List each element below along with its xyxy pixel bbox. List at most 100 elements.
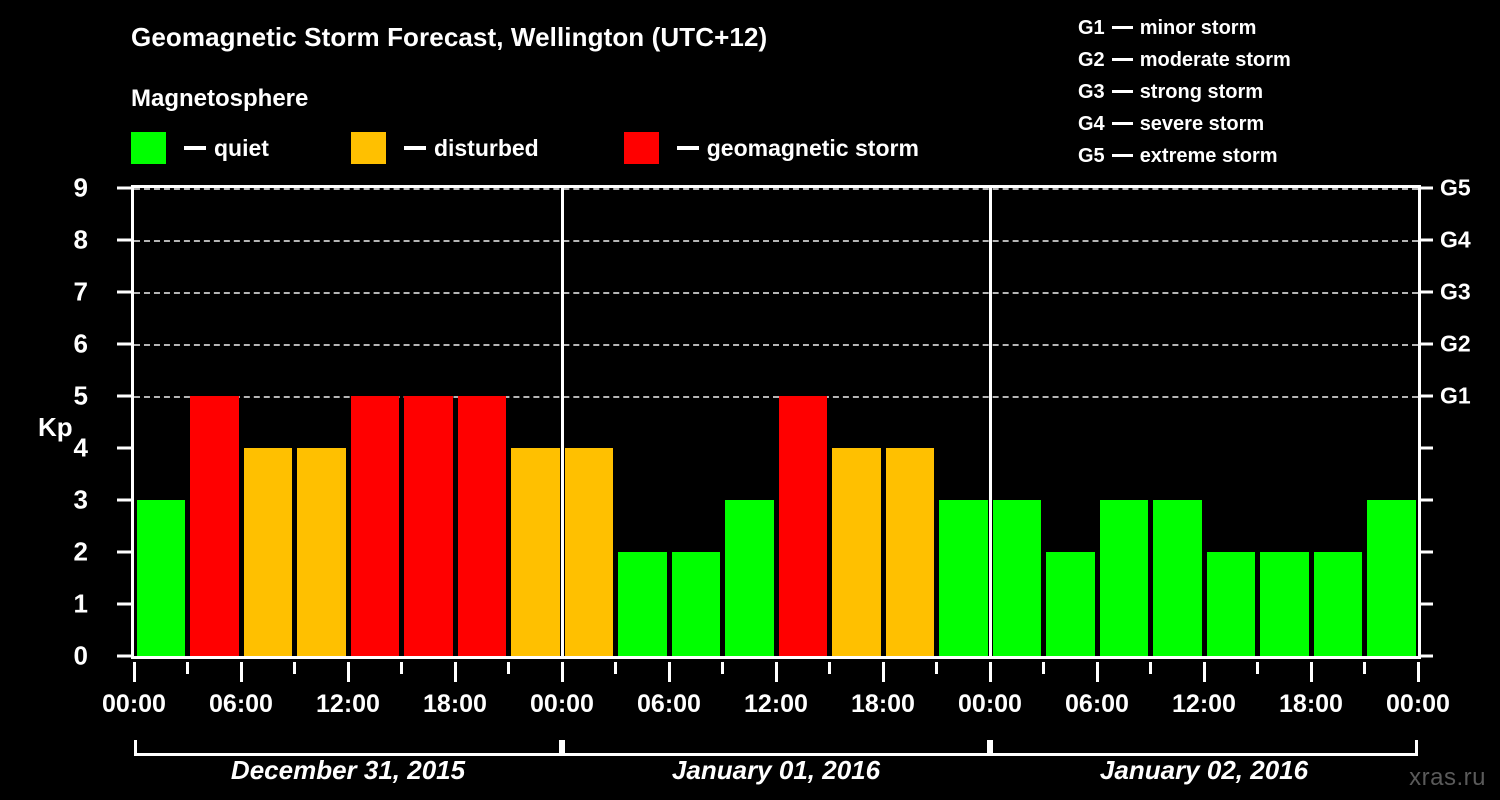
- day-bracket: [990, 740, 1418, 756]
- x-tick-mark-33h: [721, 662, 724, 674]
- x-tick-mark-54h: [1095, 662, 1099, 682]
- legend-label-disturbed: disturbed: [433, 134, 539, 161]
- y-tick-label-1: 1: [73, 588, 88, 619]
- y-tick-mark-6: [117, 342, 131, 346]
- bar: [457, 396, 506, 656]
- x-tick-mark-0h: [132, 662, 136, 682]
- bar: [618, 552, 667, 656]
- right-tick-mark-2: [1421, 550, 1433, 554]
- x-tick-label: 12:00: [316, 690, 380, 718]
- day-divider: [560, 188, 564, 656]
- right-tick-mark-6: [1421, 342, 1433, 346]
- right-axis-label-g2: G2: [1440, 330, 1471, 357]
- bar: [885, 448, 934, 656]
- x-tick-mark-69h: [1363, 662, 1366, 674]
- bar: [939, 500, 988, 656]
- legend-entry-quiet: quiet: [131, 132, 269, 164]
- x-tick-mark-63h: [1256, 662, 1259, 674]
- bar: [1153, 500, 1202, 656]
- gridline-kp-8: [134, 240, 1418, 242]
- y-tick-mark-7: [117, 290, 131, 294]
- chart-plot-inner: [134, 188, 1418, 656]
- x-tick-mark-27h: [614, 662, 617, 674]
- legend-entry-disturbed: disturbed: [350, 132, 539, 164]
- right-tick-mark-0: [1421, 654, 1433, 658]
- y-tick-mark-5: [117, 394, 131, 398]
- x-tick-mark-66h: [1309, 662, 1313, 682]
- legend-dash-disturbed: [403, 146, 426, 150]
- bar: [1260, 552, 1309, 656]
- legend-label-quiet: quiet: [214, 134, 269, 161]
- x-tick-mark-60h: [1202, 662, 1206, 682]
- bar: [1367, 500, 1416, 656]
- x-tick-label: 18:00: [423, 690, 487, 718]
- gridline-kp-7: [134, 292, 1418, 294]
- x-tick-mark-51h: [1042, 662, 1045, 674]
- right-axis-label-g4: G4: [1440, 226, 1471, 253]
- x-tick-mark-42h: [881, 662, 885, 682]
- g-scale-desc-g3: strong storm: [1139, 81, 1264, 103]
- y-tick-label-7: 7: [73, 276, 88, 307]
- right-axis-label-g1: G1: [1440, 382, 1471, 409]
- x-tick-mark-72h: [1416, 662, 1420, 682]
- x-tick-mark-15h: [400, 662, 403, 674]
- y-tick-label-3: 3: [73, 484, 88, 515]
- g-scale-row-g1: G1 minor storm: [1078, 12, 1478, 44]
- g-scale-legend: G1 minor storm G2 moderate storm G3 strong st…: [1078, 12, 1478, 172]
- g-scale-row-g2: G2 moderate storm: [1078, 44, 1478, 76]
- g-scale-code-g4: G4: [1078, 113, 1105, 135]
- chart-plot-area: [131, 185, 1421, 659]
- x-tick-label: 06:00: [1065, 690, 1129, 718]
- legend-swatch-disturbed: [350, 132, 386, 164]
- x-tick-mark-12h: [346, 662, 350, 682]
- bar: [136, 500, 185, 656]
- x-tick-label: 00:00: [102, 690, 166, 718]
- g-scale-code-g3: G3: [1078, 81, 1105, 103]
- g-scale-desc-g2: moderate storm: [1139, 49, 1291, 71]
- g-scale-code-g2: G2: [1078, 49, 1105, 71]
- legend-entry-storm: geomagnetic storm: [623, 132, 919, 164]
- x-tick-label: 18:00: [1279, 690, 1343, 718]
- y-tick-mark-2: [117, 550, 131, 554]
- y-tick-label-6: 6: [73, 328, 88, 359]
- bar: [404, 396, 453, 656]
- x-tick-mark-39h: [828, 662, 831, 674]
- right-tick-mark-9: [1421, 186, 1433, 190]
- day-label: January 02, 2016: [1099, 755, 1309, 785]
- x-tick-mark-36h: [774, 662, 778, 682]
- right-tick-mark-4: [1421, 446, 1433, 450]
- x-tick-mark-9h: [293, 662, 296, 674]
- g-scale-desc-g1: minor storm: [1139, 17, 1257, 39]
- gridline-kp-9: [134, 188, 1418, 190]
- bar: [190, 396, 239, 656]
- bar: [725, 500, 774, 656]
- right-tick-mark-5: [1421, 394, 1433, 398]
- right-tick-mark-7: [1421, 290, 1433, 294]
- g-scale-row-g5: G5 extreme storm: [1078, 140, 1478, 172]
- y-tick-label-5: 5: [73, 380, 88, 411]
- g-scale-row-g3: G3 strong storm: [1078, 76, 1478, 108]
- y-tick-mark-4: [117, 446, 131, 450]
- g-scale-dash-g2: [1111, 57, 1133, 61]
- bar: [511, 448, 560, 656]
- x-tick-label: 00:00: [958, 690, 1022, 718]
- y-tick-mark-9: [117, 186, 131, 190]
- legend-swatch-quiet: [131, 132, 166, 164]
- x-tick-label: 00:00: [530, 690, 594, 718]
- x-tick-label: 12:00: [744, 690, 808, 718]
- x-tick-mark-21h: [507, 662, 510, 674]
- right-tick-mark-1: [1421, 602, 1433, 606]
- bar: [1206, 552, 1255, 656]
- legend-label-storm: geomagnetic storm: [706, 134, 919, 161]
- right-tick-mark-8: [1421, 238, 1433, 242]
- g-scale-dash-g3: [1111, 89, 1133, 93]
- y-tick-label-9: 9: [73, 172, 88, 203]
- day-label: December 31, 2015: [230, 755, 466, 785]
- y-axis-title: Kp: [38, 412, 73, 442]
- x-tick-label: 12:00: [1172, 690, 1236, 718]
- y-tick-mark-1: [117, 602, 131, 606]
- watermark: xras.ru: [1409, 764, 1486, 791]
- x-tick-mark-45h: [935, 662, 938, 674]
- day-divider: [988, 188, 992, 656]
- right-axis-label-g5: G5: [1440, 174, 1471, 201]
